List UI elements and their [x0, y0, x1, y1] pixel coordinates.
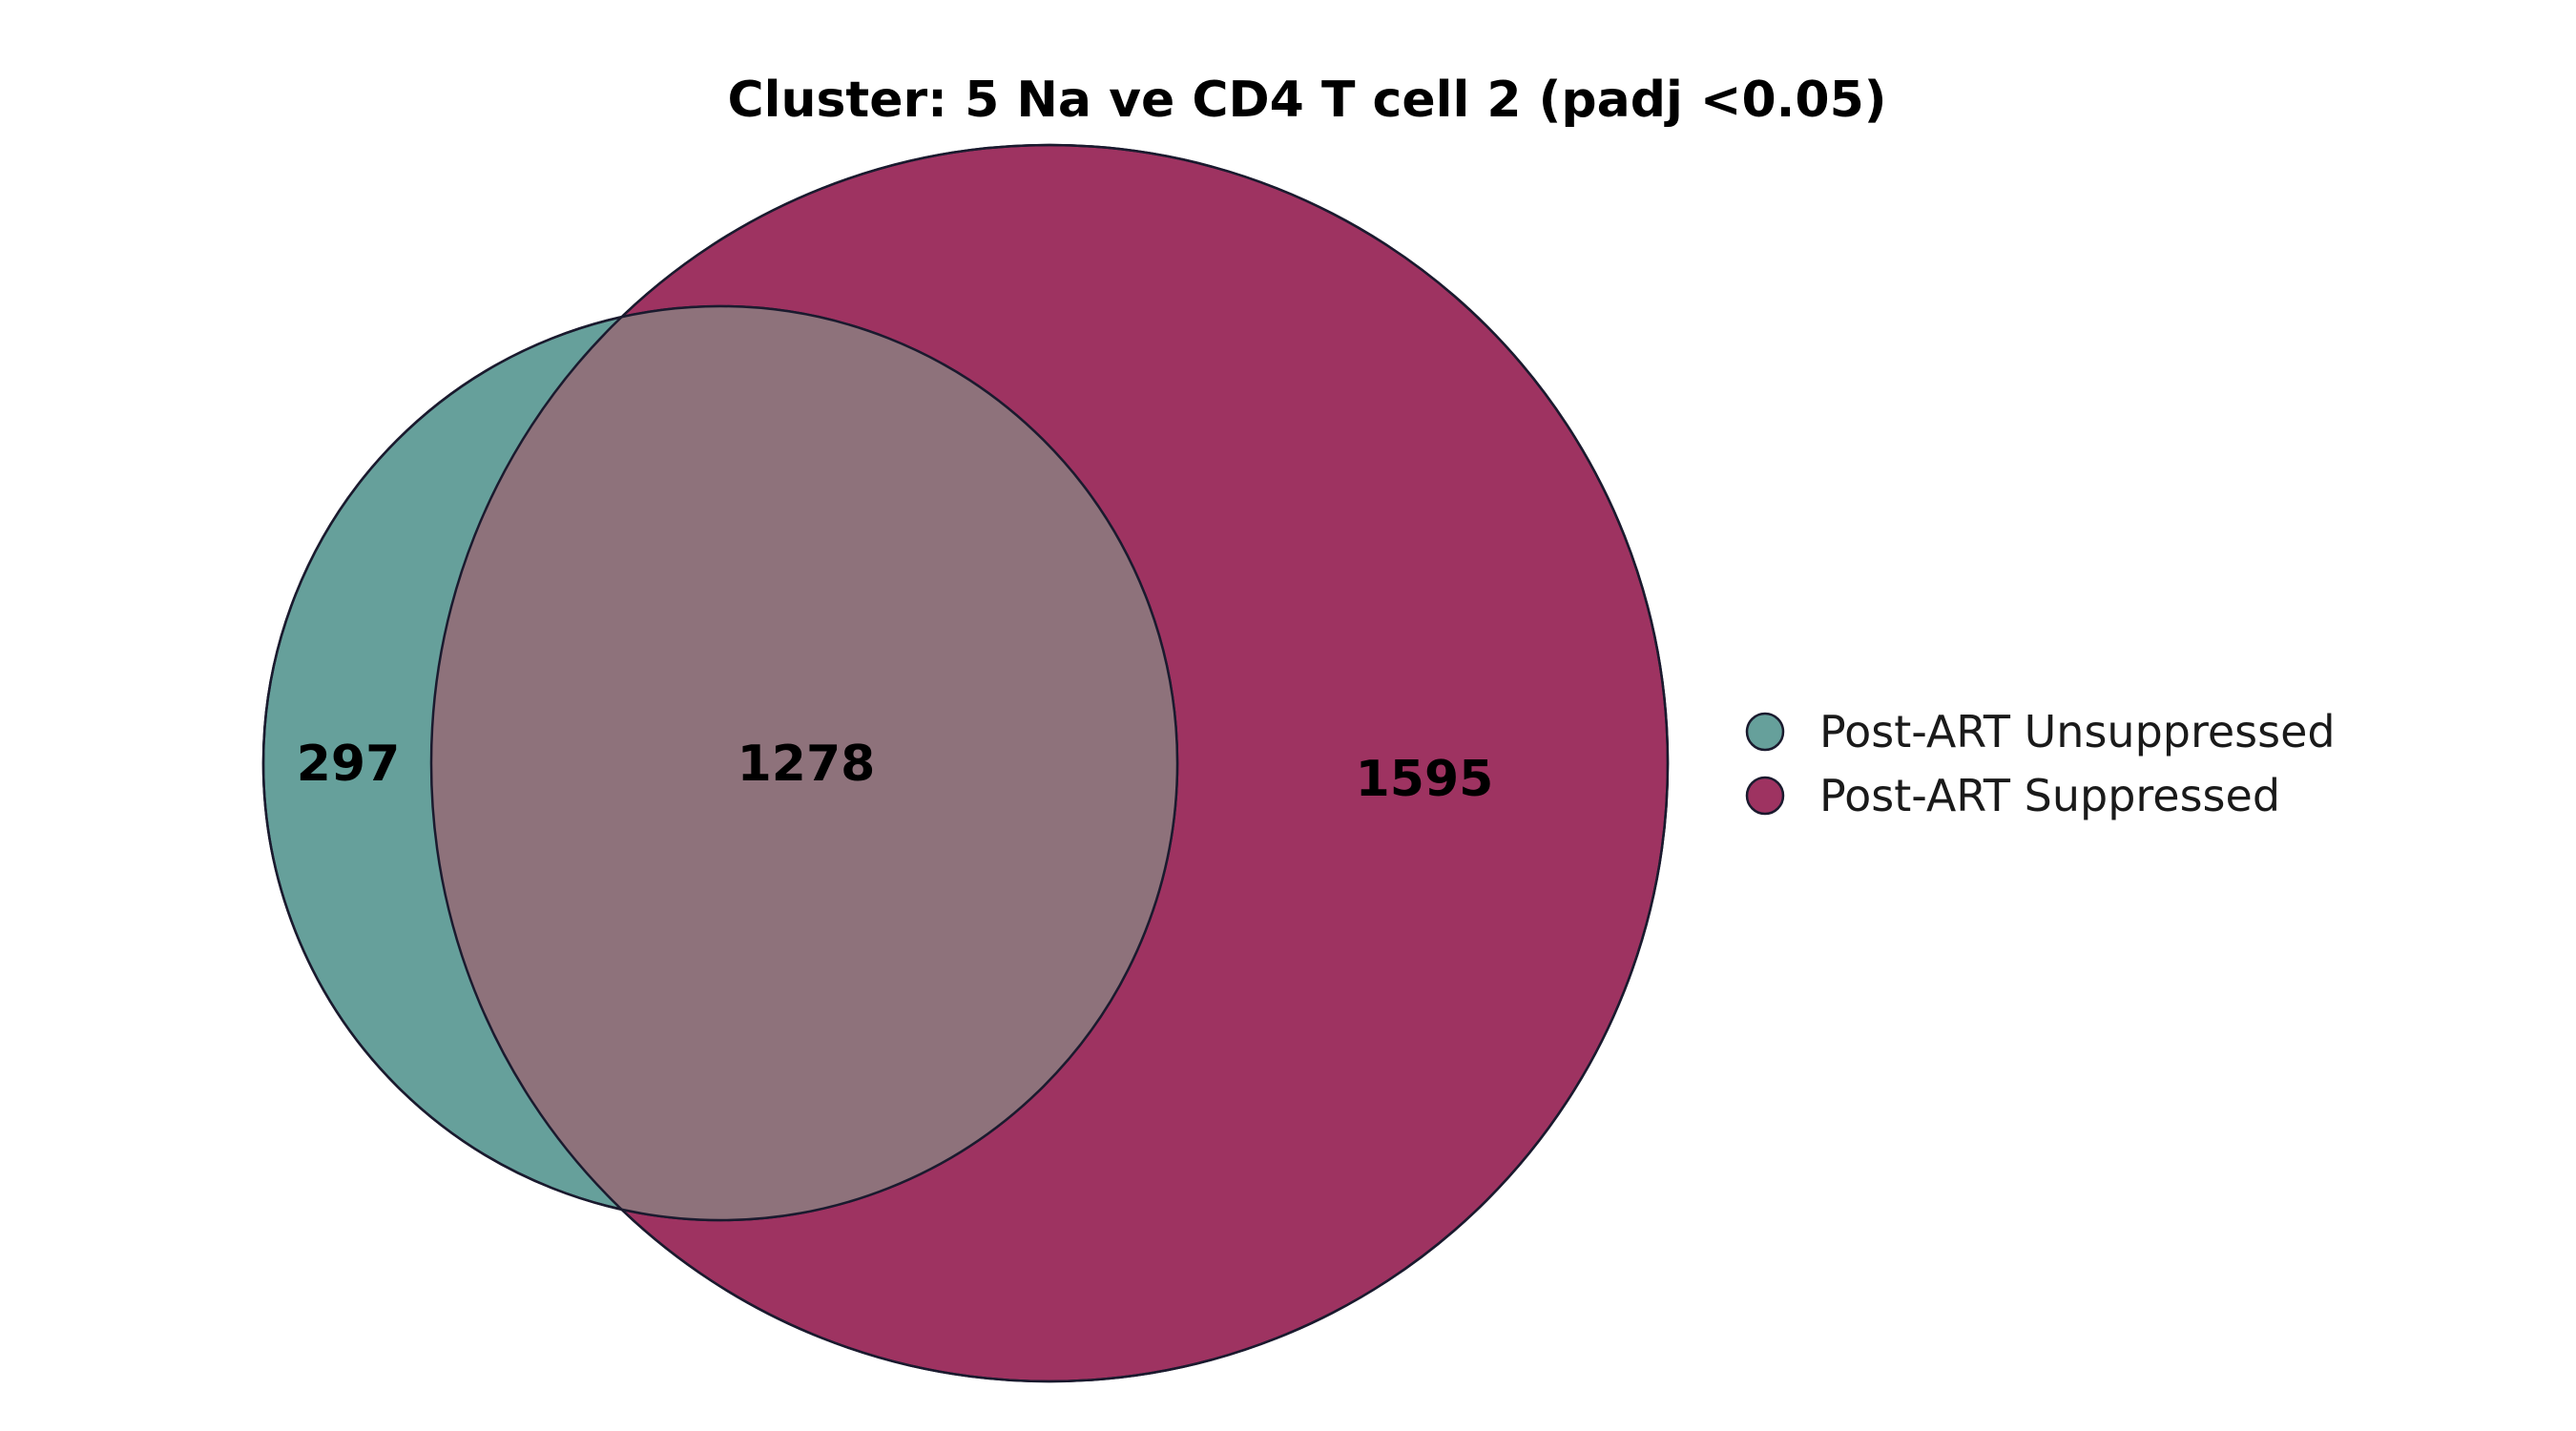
- legend-label-suppressed: Post-ART Suppressed: [1819, 770, 2280, 821]
- count-suppressed-only: 1595: [1356, 751, 1494, 808]
- legend-label-unsuppressed: Post-ART Unsuppressed: [1819, 706, 2336, 757]
- set-outline-suppressed: [429, 143, 1670, 1383]
- intersection-region: [431, 306, 1177, 1220]
- legend-swatch-unsuppressed: [1745, 712, 1785, 752]
- legend-swatch-suppressed: [1745, 776, 1785, 816]
- legend: Post-ART Unsuppressed Post-ART Suppresse…: [1745, 706, 2336, 821]
- count-unsuppressed-only: 297: [297, 736, 401, 793]
- set-outline-unsuppressed: [261, 304, 1179, 1222]
- count-intersection: 1278: [737, 736, 876, 793]
- diagram-title: Cluster: 5 Na ve CD4 T cell 2 (padj <0.0…: [727, 72, 1886, 129]
- legend-item-unsuppressed: Post-ART Unsuppressed: [1745, 706, 2336, 757]
- legend-item-suppressed: Post-ART Suppressed: [1745, 770, 2280, 821]
